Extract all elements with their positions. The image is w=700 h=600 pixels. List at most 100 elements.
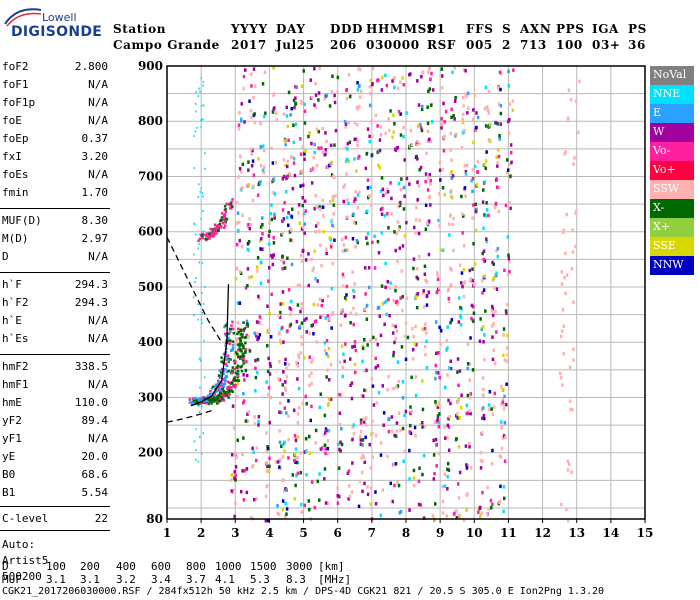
param-row: foF2 2.800 bbox=[2, 60, 108, 78]
interference-point bbox=[299, 152, 303, 156]
interference-point bbox=[395, 231, 398, 236]
header-ps-value: 36 bbox=[628, 38, 646, 52]
interference-point bbox=[330, 89, 334, 94]
x-trace-point bbox=[228, 390, 231, 393]
interference-point bbox=[361, 454, 365, 458]
o-trace-point bbox=[227, 336, 230, 340]
interference-point bbox=[298, 283, 302, 288]
x-trace-point bbox=[237, 327, 240, 330]
interference-point bbox=[366, 343, 369, 347]
interference-point bbox=[367, 266, 371, 270]
interference-point bbox=[390, 415, 394, 419]
footer-muf-label: MUF bbox=[2, 573, 22, 586]
interference-point bbox=[342, 275, 345, 279]
interference-point bbox=[352, 295, 356, 299]
header-p1-value: RSF bbox=[427, 38, 456, 52]
nne-echo-point bbox=[202, 195, 204, 198]
param-row: foEp 0.37 bbox=[2, 132, 108, 150]
interference-point bbox=[379, 125, 383, 129]
interference-point bbox=[566, 459, 570, 464]
o-trace-point bbox=[203, 397, 206, 400]
param-value: 294.3 bbox=[74, 278, 108, 291]
x-trace-point bbox=[244, 341, 247, 345]
interference-point bbox=[336, 494, 339, 498]
interference-point bbox=[507, 253, 510, 257]
interference-point bbox=[401, 396, 405, 400]
x-trace-point bbox=[212, 399, 216, 402]
interference-point bbox=[300, 335, 303, 339]
interference-point bbox=[241, 452, 244, 456]
interference-point bbox=[402, 125, 405, 130]
interference-point bbox=[366, 127, 370, 131]
interference-point bbox=[307, 252, 310, 256]
interference-point bbox=[463, 128, 466, 133]
param-name: foF1 bbox=[2, 78, 29, 91]
interference-point bbox=[292, 408, 296, 412]
interference-point bbox=[280, 410, 283, 415]
interference-point bbox=[268, 312, 271, 316]
interference-point bbox=[413, 341, 417, 346]
interference-point bbox=[288, 306, 292, 310]
interference-point bbox=[403, 158, 406, 162]
interference-point bbox=[396, 259, 399, 263]
x-trace-point bbox=[228, 385, 231, 388]
footer-distance-unit: [km] bbox=[318, 560, 345, 573]
interference-point bbox=[250, 164, 254, 168]
interference-point bbox=[387, 417, 391, 421]
interference-point bbox=[304, 394, 307, 399]
o-trace-point bbox=[226, 354, 230, 357]
interference-point bbox=[484, 159, 488, 163]
interference-point bbox=[272, 177, 276, 181]
interference-point bbox=[455, 509, 458, 513]
interference-point bbox=[379, 333, 383, 338]
interference-point bbox=[475, 228, 478, 233]
interference-point bbox=[442, 101, 445, 106]
param-name: foEp bbox=[2, 132, 29, 145]
interference-point bbox=[558, 371, 562, 376]
interference-point bbox=[369, 502, 373, 506]
interference-point bbox=[420, 107, 424, 112]
interference-point bbox=[503, 421, 507, 425]
interference-point bbox=[250, 275, 253, 279]
interference-point bbox=[291, 473, 295, 477]
interference-point bbox=[379, 189, 383, 193]
interference-point bbox=[284, 501, 287, 506]
interference-point bbox=[374, 433, 378, 438]
o-trace-point bbox=[227, 359, 230, 362]
interference-point bbox=[449, 359, 452, 363]
interference-point bbox=[359, 438, 363, 442]
interference-point bbox=[500, 420, 503, 424]
param-row: B1 5.54 bbox=[2, 486, 108, 504]
interference-point bbox=[377, 251, 381, 255]
interference-point bbox=[482, 188, 485, 192]
interference-point bbox=[432, 453, 436, 457]
interference-point bbox=[345, 88, 349, 92]
interference-point bbox=[238, 111, 241, 115]
interference-point bbox=[474, 209, 478, 214]
interference-point bbox=[422, 289, 425, 293]
interference-point bbox=[284, 362, 287, 366]
o-trace-point bbox=[229, 327, 233, 331]
param-row: h`E N/A bbox=[2, 314, 108, 332]
legend-item-ssw: SSW bbox=[650, 180, 694, 199]
interference-point bbox=[450, 107, 453, 112]
interference-point bbox=[502, 509, 505, 514]
interference-point bbox=[244, 68, 247, 72]
interference-point bbox=[462, 244, 466, 248]
interference-point bbox=[267, 279, 270, 283]
interference-point bbox=[230, 489, 233, 493]
interference-point bbox=[482, 257, 485, 262]
interference-point bbox=[466, 464, 470, 468]
interference-point bbox=[423, 345, 427, 349]
interference-point bbox=[257, 423, 260, 427]
nne-echo-point bbox=[194, 281, 196, 283]
interference-point bbox=[355, 238, 359, 243]
param-value: 22 bbox=[94, 512, 108, 525]
interference-point bbox=[436, 290, 439, 294]
interference-point bbox=[425, 151, 428, 156]
interference-point bbox=[371, 431, 374, 436]
interference-point bbox=[394, 434, 398, 438]
interference-point bbox=[466, 342, 470, 347]
interference-point bbox=[458, 514, 461, 519]
x-trace-point bbox=[215, 402, 219, 405]
